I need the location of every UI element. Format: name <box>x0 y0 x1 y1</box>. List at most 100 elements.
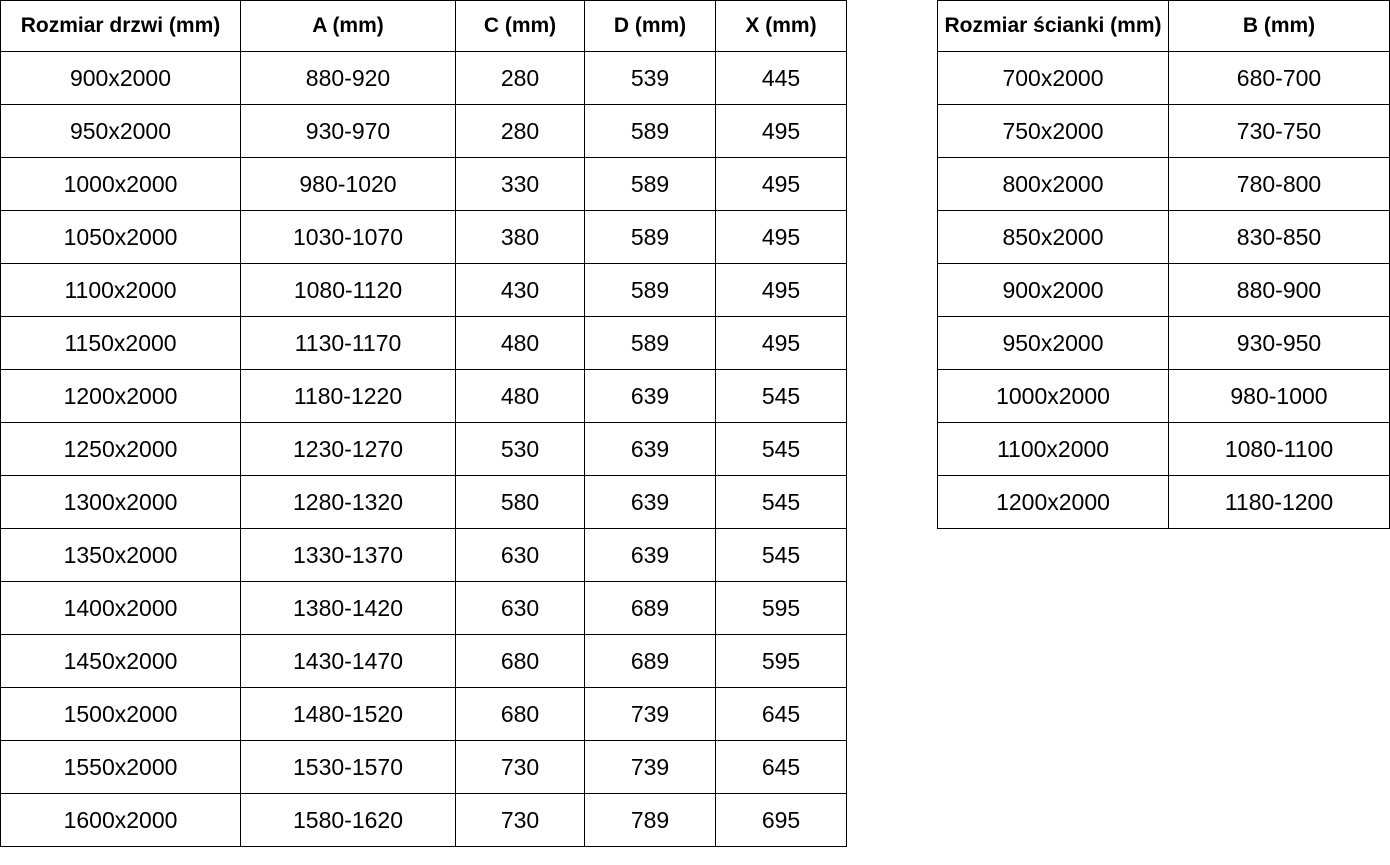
table-cell: 1500x2000 <box>0 687 241 741</box>
table-row: 1250x2000 1230-1270 530 639 545 <box>0 422 847 476</box>
table-cell: 430 <box>455 263 585 317</box>
table-cell: 739 <box>584 740 716 794</box>
table-cell: 545 <box>715 422 847 476</box>
column-header: Rozmiar drzwi (mm) <box>0 0 241 52</box>
table-row: 1300x2000 1280-1320 580 639 545 <box>0 475 847 529</box>
table-row: 900x2000 880-920 280 539 445 <box>0 51 847 105</box>
table-cell: 1250x2000 <box>0 422 241 476</box>
table-row: 950x2000 930-950 <box>937 316 1390 370</box>
table-cell: 545 <box>715 475 847 529</box>
table-cell: 850x2000 <box>937 210 1169 264</box>
table-cell: 1150x2000 <box>0 316 241 370</box>
table-cell: 1080-1100 <box>1168 422 1390 476</box>
table-cell: 1480-1520 <box>240 687 456 741</box>
table-cell: 545 <box>715 369 847 423</box>
table-cell: 630 <box>455 581 585 635</box>
table-cell: 930-950 <box>1168 316 1390 370</box>
table-row: 1000x2000 980-1020 330 589 495 <box>0 157 847 211</box>
table-cell: 689 <box>584 634 716 688</box>
table-cell: 330 <box>455 157 585 211</box>
table-cell: 480 <box>455 316 585 370</box>
wall-table-body: 700x2000 680-700 750x2000 730-750 800x2000 78… <box>937 51 1390 529</box>
table-cell: 1100x2000 <box>0 263 241 317</box>
table-cell: 1430-1470 <box>240 634 456 688</box>
table-cell: 480 <box>455 369 585 423</box>
table-cell: 1400x2000 <box>0 581 241 635</box>
table-cell: 280 <box>455 51 585 105</box>
table-cell: 1450x2000 <box>0 634 241 688</box>
table-cell: 380 <box>455 210 585 264</box>
table-cell: 1530-1570 <box>240 740 456 794</box>
table-cell: 980-1020 <box>240 157 456 211</box>
table-row: 1100x2000 1080-1100 <box>937 422 1390 476</box>
door-size-table: Rozmiar drzwi (mm) A (mm) C (mm) D (mm) X (m… <box>0 0 847 847</box>
table-cell: 1600x2000 <box>0 793 241 847</box>
table-cell: 1180-1220 <box>240 369 456 423</box>
table-cell: 589 <box>584 263 716 317</box>
table-cell: 495 <box>715 104 847 158</box>
table-cell: 980-1000 <box>1168 369 1390 423</box>
wall-table-header: Rozmiar ścianki (mm) B (mm) <box>937 0 1390 52</box>
table-cell: 495 <box>715 263 847 317</box>
table-row: 1450x2000 1430-1470 680 689 595 <box>0 634 847 688</box>
table-cell: 900x2000 <box>937 263 1169 317</box>
table-cell: 1300x2000 <box>0 475 241 529</box>
table-cell: 1050x2000 <box>0 210 241 264</box>
table-cell: 1350x2000 <box>0 528 241 582</box>
table-cell: 689 <box>584 581 716 635</box>
table-cell: 445 <box>715 51 847 105</box>
column-header: B (mm) <box>1168 0 1390 52</box>
table-cell: 589 <box>584 316 716 370</box>
column-header: C (mm) <box>455 0 585 52</box>
column-header: X (mm) <box>715 0 847 52</box>
table-cell: 1200x2000 <box>937 475 1169 529</box>
table-cell: 639 <box>584 422 716 476</box>
table-cell: 530 <box>455 422 585 476</box>
table-cell: 589 <box>584 210 716 264</box>
table-cell: 1000x2000 <box>0 157 241 211</box>
table-row: 850x2000 830-850 <box>937 210 1390 264</box>
table-cell: 645 <box>715 740 847 794</box>
table-cell: 900x2000 <box>0 51 241 105</box>
table-cell: 789 <box>584 793 716 847</box>
table-cell: 680 <box>455 634 585 688</box>
table-cell: 680-700 <box>1168 51 1390 105</box>
table-row: 1000x2000 980-1000 <box>937 369 1390 423</box>
table-cell: 589 <box>584 157 716 211</box>
size-tables-container: Rozmiar drzwi (mm) A (mm) C (mm) D (mm) X (m… <box>0 0 1390 847</box>
table-row: 1400x2000 1380-1420 630 689 595 <box>0 581 847 635</box>
table-row: 1200x2000 1180-1200 <box>937 475 1390 529</box>
table-cell: 1030-1070 <box>240 210 456 264</box>
table-cell: 539 <box>584 51 716 105</box>
table-cell: 739 <box>584 687 716 741</box>
table-cell: 1180-1200 <box>1168 475 1390 529</box>
table-cell: 780-800 <box>1168 157 1390 211</box>
column-header: A (mm) <box>240 0 456 52</box>
table-cell: 730-750 <box>1168 104 1390 158</box>
table-row: 1200x2000 1180-1220 480 639 545 <box>0 369 847 423</box>
table-row: 1150x2000 1130-1170 480 589 495 <box>0 316 847 370</box>
table-cell: 639 <box>584 528 716 582</box>
door-table-body: 900x2000 880-920 280 539 445 950x2000 930-970 2… <box>0 51 847 847</box>
wall-size-table: Rozmiar ścianki (mm) B (mm) 700x2000 680-7… <box>937 0 1390 529</box>
table-cell: 589 <box>584 104 716 158</box>
table-cell: 1130-1170 <box>240 316 456 370</box>
table-cell: 730 <box>455 793 585 847</box>
table-cell: 1550x2000 <box>0 740 241 794</box>
table-cell: 595 <box>715 634 847 688</box>
table-cell: 880-900 <box>1168 263 1390 317</box>
table-row: 950x2000 930-970 280 589 495 <box>0 104 847 158</box>
table-cell: 680 <box>455 687 585 741</box>
table-cell: 1230-1270 <box>240 422 456 476</box>
table-cell: 700x2000 <box>937 51 1169 105</box>
table-cell: 1580-1620 <box>240 793 456 847</box>
table-cell: 580 <box>455 475 585 529</box>
table-cell: 750x2000 <box>937 104 1169 158</box>
table-row: 700x2000 680-700 <box>937 51 1390 105</box>
table-cell: 639 <box>584 369 716 423</box>
table-cell: 1280-1320 <box>240 475 456 529</box>
table-cell: 880-920 <box>240 51 456 105</box>
table-cell: 1080-1120 <box>240 263 456 317</box>
table-cell: 495 <box>715 316 847 370</box>
